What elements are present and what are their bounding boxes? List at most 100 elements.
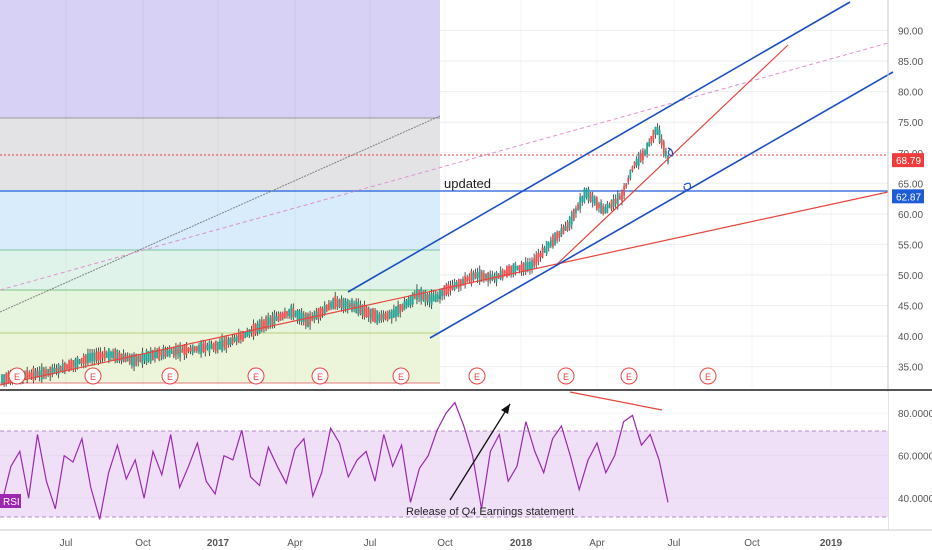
candle-body bbox=[654, 126, 657, 135]
candle-body bbox=[378, 314, 381, 321]
price-tick-label: 60.00 bbox=[898, 210, 923, 221]
candle-body bbox=[70, 360, 73, 371]
candle-body bbox=[47, 368, 50, 376]
candle-body bbox=[570, 212, 573, 225]
candle-body bbox=[639, 153, 642, 162]
rsi-divergence-line bbox=[569, 391, 663, 411]
candle-body bbox=[499, 270, 502, 280]
candle-body bbox=[595, 197, 598, 210]
earnings-marker-label: E bbox=[167, 372, 173, 382]
earnings-marker bbox=[392, 367, 410, 385]
candle-body bbox=[30, 372, 33, 377]
candle-body bbox=[365, 307, 368, 318]
candle-body bbox=[195, 346, 198, 351]
candle-body bbox=[338, 299, 341, 308]
time-tick-label: Apr bbox=[287, 538, 303, 549]
candle-body bbox=[246, 330, 249, 337]
earnings-marker bbox=[699, 367, 717, 385]
candle-body bbox=[302, 314, 305, 323]
candle-body bbox=[336, 298, 339, 307]
candle-body bbox=[480, 271, 483, 281]
time-tick-label: Jul bbox=[60, 538, 73, 549]
candle-body bbox=[340, 299, 343, 308]
candle-body bbox=[244, 331, 247, 339]
candle-body bbox=[292, 307, 295, 318]
pen-mark-upper bbox=[667, 147, 674, 157]
candle-body bbox=[193, 346, 196, 352]
candle-body bbox=[552, 234, 554, 247]
candle-body bbox=[545, 241, 548, 255]
rsi-panel: Release of Q4 Earnings statement RSI 40.… bbox=[0, 391, 932, 530]
candle-body bbox=[191, 344, 194, 354]
candle-body bbox=[579, 196, 582, 210]
candle-body bbox=[126, 356, 129, 362]
candle-body bbox=[604, 206, 607, 213]
candle-body bbox=[403, 301, 406, 311]
candle-body bbox=[271, 315, 274, 325]
candle-body bbox=[539, 252, 542, 258]
candle-body bbox=[564, 225, 567, 231]
candle-body bbox=[380, 313, 383, 321]
candle-body bbox=[38, 370, 41, 377]
candle-body bbox=[183, 345, 186, 356]
price-tick-label: 65.00 bbox=[898, 179, 923, 190]
candle-body bbox=[353, 303, 355, 309]
earnings-marker-label: E bbox=[626, 372, 632, 382]
candle-body bbox=[554, 232, 556, 245]
candle-body bbox=[388, 312, 391, 319]
candle-body bbox=[625, 183, 628, 188]
candle-body bbox=[61, 363, 64, 373]
earnings-marker-label: E bbox=[253, 372, 259, 382]
candle-body bbox=[143, 354, 146, 361]
candle-body bbox=[116, 349, 119, 363]
candle-body bbox=[662, 141, 665, 154]
candle-body bbox=[36, 370, 39, 377]
candle-body bbox=[535, 254, 538, 265]
candle-body bbox=[537, 253, 540, 262]
candle-body bbox=[556, 232, 559, 241]
candle-body bbox=[307, 313, 309, 328]
candle-body bbox=[520, 263, 523, 272]
candle-body bbox=[468, 276, 471, 281]
rsi-axis: 40.0000 60.0000 80.0000 bbox=[898, 409, 932, 505]
candle-body bbox=[258, 320, 261, 334]
candle-body bbox=[45, 369, 47, 376]
candle-body bbox=[547, 242, 550, 248]
rsi-tick-label: 60.0000 bbox=[898, 452, 932, 463]
time-tick-label: Oct bbox=[744, 538, 760, 549]
candle-body bbox=[177, 348, 179, 354]
price-tick-label: 90.00 bbox=[898, 27, 923, 38]
candle-body bbox=[248, 329, 251, 336]
candle-body bbox=[483, 273, 485, 280]
earnings-marker bbox=[311, 367, 329, 385]
earnings-marker-label: E bbox=[474, 372, 480, 382]
candle-body bbox=[189, 347, 192, 352]
candle-body bbox=[128, 355, 131, 364]
candle-body bbox=[344, 301, 347, 308]
candle-body bbox=[512, 264, 515, 273]
candle-body bbox=[637, 153, 640, 166]
candle-body bbox=[170, 350, 173, 354]
earnings-marker bbox=[247, 367, 265, 385]
candle-body bbox=[32, 367, 35, 381]
candle-body bbox=[59, 365, 62, 372]
candle-body bbox=[411, 292, 414, 305]
candle-body bbox=[284, 310, 286, 318]
candle-body bbox=[524, 261, 527, 272]
candle-body bbox=[231, 336, 234, 345]
candle-body bbox=[650, 135, 653, 144]
candle-body bbox=[214, 340, 217, 352]
candle-body bbox=[210, 344, 213, 349]
candle-body bbox=[78, 359, 81, 364]
candle-body bbox=[216, 341, 219, 350]
price-label-text: 62.87 bbox=[896, 192, 921, 203]
candle-body bbox=[359, 304, 362, 314]
candle-body bbox=[296, 310, 299, 320]
candle-body bbox=[233, 337, 236, 342]
candle-body bbox=[432, 295, 435, 302]
upper-channel-line bbox=[347, 1, 851, 293]
candle-body bbox=[506, 266, 508, 278]
candle-body bbox=[439, 289, 441, 298]
candle-body bbox=[549, 239, 552, 247]
candle-body bbox=[382, 313, 385, 320]
